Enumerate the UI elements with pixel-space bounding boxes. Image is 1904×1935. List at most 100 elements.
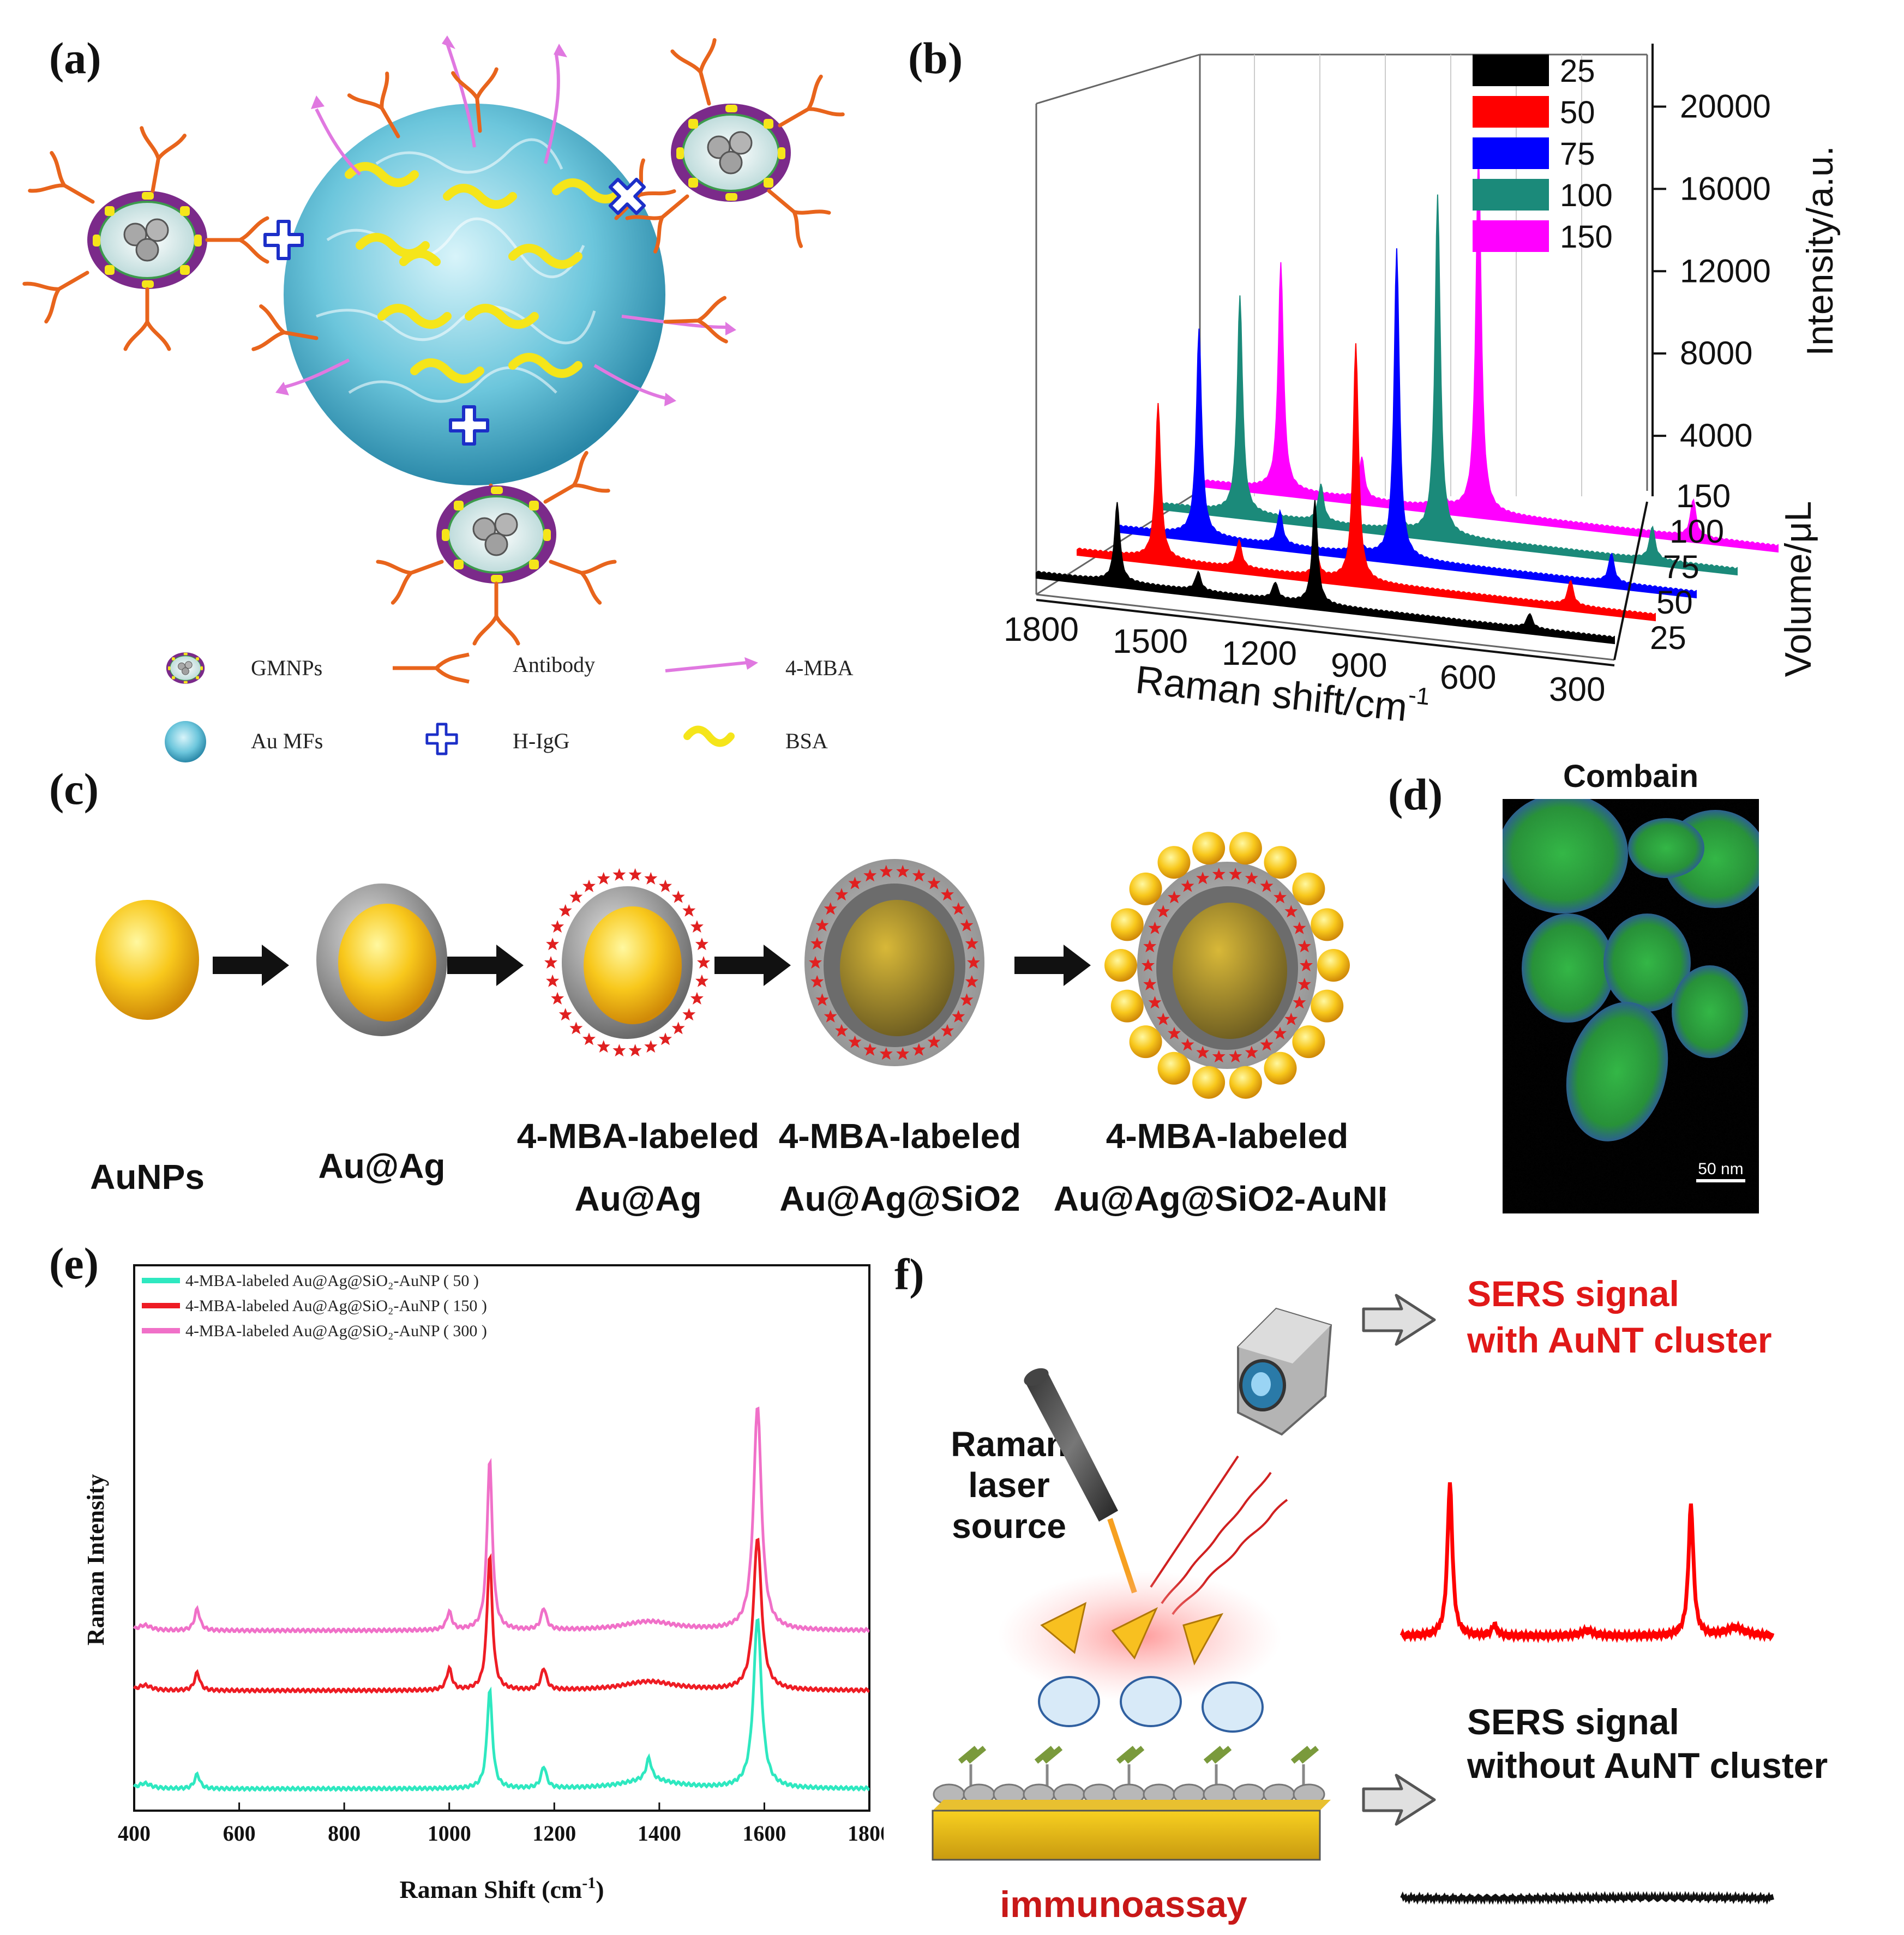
- svg-text:SERS signal: SERS signal: [1467, 1273, 1679, 1314]
- svg-text:SERS signal: SERS signal: [1467, 1702, 1679, 1742]
- panel-label-a: (a): [49, 33, 101, 83]
- c-aunp-satellite: [1192, 832, 1226, 865]
- gmnp-right: [627, 40, 843, 251]
- svg-text:GMNPs: GMNPs: [251, 656, 322, 680]
- e-x-tick-1800: 1800: [848, 1821, 884, 1846]
- svg-text:without AuNT cluster: without AuNT cluster: [1467, 1745, 1828, 1786]
- c-aunp-satellite: [1157, 846, 1191, 879]
- svg-text:Au@Ag: Au@Ag: [318, 1146, 445, 1186]
- b-y-tick-150: 150: [1676, 478, 1731, 514]
- b-legend: 25 50 75 100 150: [1473, 53, 1613, 255]
- panel-a-schematic: GMNPs Antibody 4-MBA Au MFs H-IgG BSA: [22, 35, 854, 762]
- c-mba-star: [597, 872, 610, 885]
- legend-icons: [165, 652, 758, 762]
- svg-text:AuNPs: AuNPs: [90, 1157, 205, 1197]
- gmnp-left: [25, 128, 267, 349]
- c-mba-star: [612, 1044, 626, 1057]
- svg-text:H-IgG: H-IgG: [513, 729, 569, 753]
- b-x-tick-300: 300: [1549, 671, 1605, 708]
- b-legend-label-100: 100: [1560, 178, 1613, 213]
- f-detector-camera: [1237, 1307, 1332, 1436]
- c-aunp-satellite: [1104, 949, 1137, 982]
- b-legend-label-25: 25: [1560, 53, 1595, 89]
- c-aunp-satellite: [1129, 1025, 1162, 1059]
- f-arrow-bottom: [1364, 1775, 1434, 1824]
- svg-text:4-MBA-labeled: 4-MBA-labeled: [779, 1116, 1022, 1156]
- panel-label-b: (b): [908, 33, 963, 83]
- b-series-150: [1199, 151, 1779, 553]
- e-legend-label-1: 4-MBA-labeled Au@Ag@SiO₂-AuNP ( 150 ): [185, 1297, 487, 1315]
- f-arrow-top: [1364, 1295, 1434, 1344]
- c-mba-star: [671, 890, 685, 903]
- c-mba-star: [558, 904, 572, 917]
- d-title: Combain: [1563, 759, 1699, 794]
- svg-text:Au MFs: Au MFs: [251, 729, 323, 753]
- c-mba-star: [659, 1032, 672, 1045]
- c-mba-star: [569, 1021, 583, 1035]
- b-z-tick-8000: 8000: [1680, 335, 1752, 371]
- b-legend-label-75: 75: [1560, 136, 1595, 172]
- b-legend-swatch-75: [1473, 137, 1549, 169]
- b-series-25: [1036, 500, 1615, 645]
- c-aunp-satellite: [1264, 846, 1297, 879]
- b-x-tick-1800: 1800: [1004, 611, 1079, 648]
- e-x-tick-1600: 1600: [742, 1821, 786, 1846]
- svg-text:Au@Ag@SiO2-AuNP: Au@Ag@SiO2-AuNP: [1054, 1179, 1385, 1218]
- f-antigens: [1038, 1676, 1264, 1733]
- legend-labels: GMNPs Antibody 4-MBA Au MFs H-IgG BSA: [251, 652, 854, 753]
- panel-b-waterfall-chart: 4000 8000 12000 16000 20000 Intensity/a.u. 2…: [1004, 44, 1841, 730]
- c-mba-au-ag-sio2: [804, 859, 984, 1066]
- b-y-tick-100: 100: [1669, 513, 1724, 550]
- c-aunp-satellite: [1292, 1025, 1325, 1059]
- c-aunp-satellite: [1129, 872, 1162, 905]
- c-mba-star: [628, 868, 642, 881]
- svg-text:BSA: BSA: [785, 729, 828, 753]
- b-legend-swatch-50: [1473, 96, 1549, 128]
- b-legend-swatch-100: [1473, 179, 1549, 211]
- c-mba-star: [544, 956, 557, 969]
- c-mba-star: [690, 991, 704, 1005]
- e-series-0: [133, 1618, 870, 1792]
- c-aunp-satellite: [1110, 989, 1144, 1023]
- c-mba-star: [695, 938, 708, 951]
- f-sers-spectrum-with: [1400, 1482, 1775, 1644]
- f-gold-substrate: [932, 1800, 1331, 1861]
- e-legend: 4-MBA-labeled Au@Ag@SiO₂-AuNP ( 50 ) 4-MB…: [142, 1272, 487, 1340]
- c-mba-star: [644, 872, 658, 885]
- panel-f-immunoassay: Raman laser source: [932, 1273, 1828, 1925]
- e-x-tick-1000: 1000: [428, 1821, 471, 1846]
- b-y-tick-75: 75: [1663, 549, 1699, 585]
- c-mba-star: [644, 1040, 658, 1053]
- c-mba-star: [558, 1008, 572, 1021]
- panel-label-c: (c): [49, 764, 99, 814]
- e-legend-label-2: 4-MBA-labeled Au@Ag@SiO₂-AuNP ( 300 ): [185, 1322, 487, 1340]
- e-series-2: [133, 1407, 870, 1634]
- b-legend-swatch-150: [1473, 220, 1549, 252]
- b-legend-swatch-25: [1473, 55, 1549, 86]
- c-mba-star: [628, 1044, 642, 1057]
- panel-label-d: (d): [1388, 770, 1443, 819]
- b-y-tick-50: 50: [1656, 584, 1693, 621]
- b-z-tick-4000: 4000: [1680, 417, 1752, 454]
- e-plot-frame: [133, 1264, 870, 1812]
- e-x-tick-1400: 1400: [638, 1821, 681, 1846]
- b-z-axis-label: Intensity/a.u.: [1799, 146, 1841, 356]
- c-mba-star: [690, 920, 704, 933]
- svg-text:Au@Ag@SiO2: Au@Ag@SiO2: [779, 1179, 1020, 1218]
- f-capture-antibodies: [958, 1746, 1319, 1764]
- b-series-75: [1118, 248, 1697, 599]
- f-gold-nanotriangles: [1040, 1602, 1224, 1666]
- svg-text:Au@Ag: Au@Ag: [574, 1179, 701, 1218]
- e-x-axis-label: Raman Shift (cm-1): [399, 1874, 604, 1903]
- svg-text:4-MBA: 4-MBA: [785, 656, 854, 680]
- e-x-tick-1200: 1200: [532, 1821, 576, 1846]
- e-legend-label-0: 4-MBA-labeled Au@Ag@SiO₂-AuNP ( 50 ): [185, 1272, 479, 1290]
- c-labels: AuNPs Au@Ag 4-MBA-labeled Au@Ag 4-MBA-la…: [90, 1116, 1385, 1218]
- f-immunoassay-label: immunoassay: [1000, 1884, 1247, 1925]
- b-x-tick-600: 600: [1440, 659, 1496, 696]
- c-aunp-satellite: [1229, 1066, 1262, 1099]
- b-z-tick-12000: 12000: [1680, 253, 1771, 289]
- e-series-1: [133, 1537, 870, 1694]
- b-legend-label-150: 150: [1560, 219, 1613, 255]
- b-series-100: [1158, 194, 1738, 576]
